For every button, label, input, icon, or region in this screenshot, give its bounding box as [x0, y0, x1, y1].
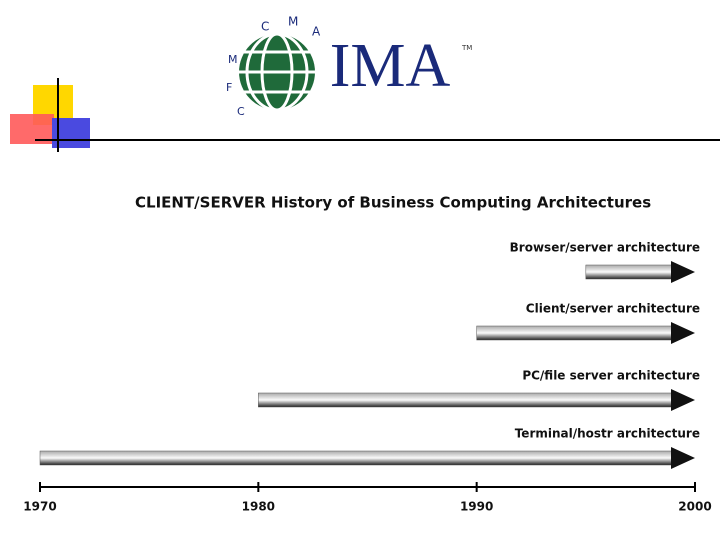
task-bar: [585, 264, 674, 280]
x-tick-label: 2000: [678, 500, 711, 514]
task-label: PC/file server architecture: [522, 369, 700, 383]
chart-title: CLIENT/SERVER History of Business Comput…: [135, 194, 651, 212]
task-bar: [258, 392, 674, 408]
logo-letter: C: [237, 105, 245, 118]
logo: IMA TM C M A C F M: [226, 15, 472, 119]
logo-letter: M: [288, 15, 298, 29]
x-tick-label: 1970: [23, 500, 56, 514]
task-arrow: [671, 322, 695, 344]
task-bar: [39, 450, 674, 466]
task-label: Terminal/hostr architecture: [515, 427, 700, 441]
task-arrow: [671, 447, 695, 469]
task-arrow: [671, 261, 695, 283]
x-tick-label: 1990: [460, 500, 493, 514]
logo-text: IMA: [330, 32, 451, 100]
task-label: Browser/server architecture: [510, 241, 700, 255]
trademark: TM: [461, 44, 472, 52]
logo-letter: A: [312, 25, 321, 39]
task-bar: [476, 325, 674, 341]
task-label: Client/server architecture: [526, 302, 700, 316]
logo-letter: F: [226, 81, 232, 94]
task-arrow: [671, 389, 695, 411]
x-tick-label: 1980: [242, 500, 275, 514]
logo-letter: C: [261, 20, 269, 34]
logo-letter: M: [228, 53, 238, 66]
